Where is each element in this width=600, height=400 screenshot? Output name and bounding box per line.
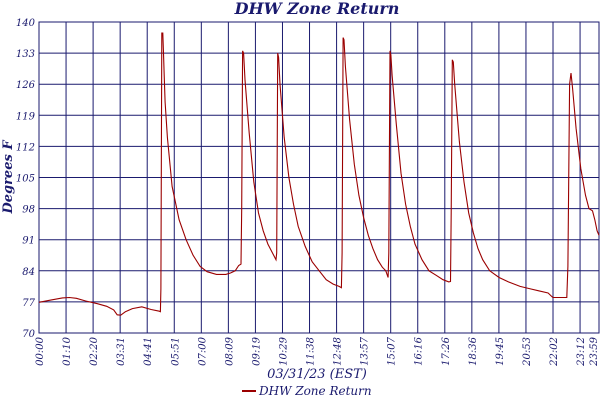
- y-tick-label: 133: [16, 49, 35, 60]
- series-layer: [38, 32, 600, 316]
- legend: DHW Zone Return: [242, 384, 372, 398]
- x-tick-label: 08:09: [224, 336, 235, 365]
- y-tick-label: 119: [16, 111, 36, 122]
- x-tick-label: 16:16: [414, 336, 425, 365]
- plot-frame: [38, 21, 600, 334]
- x-tick-label: 12:48: [333, 337, 344, 366]
- x-tick-label: 22:02: [549, 337, 560, 367]
- y-tick-label: 84: [22, 267, 35, 278]
- x-tick-label: 13:57: [360, 336, 371, 365]
- x-tick-label: 17:26: [441, 336, 452, 365]
- y-tick-labels: 70 77 84 91 98 105 112 119 126 133 140: [16, 18, 36, 340]
- grid: [39, 21, 599, 334]
- x-tick-label: 02:20: [89, 336, 100, 365]
- y-tick-label: 140: [16, 18, 36, 29]
- x-tick-label: 04:41: [143, 337, 154, 366]
- x-tick-label: 09:19: [251, 336, 262, 365]
- y-tick-label: 70: [22, 329, 35, 340]
- x-tick-label: 23:12: [576, 337, 587, 367]
- x-tick-label: 11:38: [306, 337, 317, 366]
- x-tick-label: 20:53: [522, 337, 533, 367]
- x-tick-label: 05:51: [170, 337, 181, 366]
- x-tick-label: 03:31: [116, 337, 127, 366]
- x-tick-labels: 00:00 01:10 02:20 03:31 04:41 05:51 07:00 08:09…: [35, 336, 600, 366]
- x-tick-label: 15:07: [387, 336, 398, 365]
- x-tick-label: 19:45: [495, 337, 506, 366]
- y-axis-label: Degrees F: [1, 140, 16, 215]
- x-tick-label: 07:00: [197, 336, 208, 365]
- x-tick-label: 18:36: [468, 336, 479, 365]
- y-tick-label: 77: [22, 298, 35, 309]
- x-tick-label: 00:00: [35, 336, 46, 365]
- x-tick-label: 10:29: [278, 336, 289, 365]
- x-axis-label: 03/31/23 (EST): [267, 367, 367, 382]
- y-tick-label: 112: [16, 142, 35, 153]
- chart-title: DHW Zone Return: [234, 0, 400, 18]
- y-tick-label: 105: [16, 174, 35, 185]
- x-tick-label: 01:10: [62, 336, 73, 365]
- legend-label: DHW Zone Return: [258, 384, 372, 398]
- y-tick-label: 126: [16, 80, 36, 91]
- x-tick-label: 23:59: [589, 336, 600, 366]
- y-tick-label: 98: [22, 205, 35, 216]
- series-line-dhw-zone-return: [38, 32, 600, 316]
- y-tick-label: 91: [22, 236, 35, 247]
